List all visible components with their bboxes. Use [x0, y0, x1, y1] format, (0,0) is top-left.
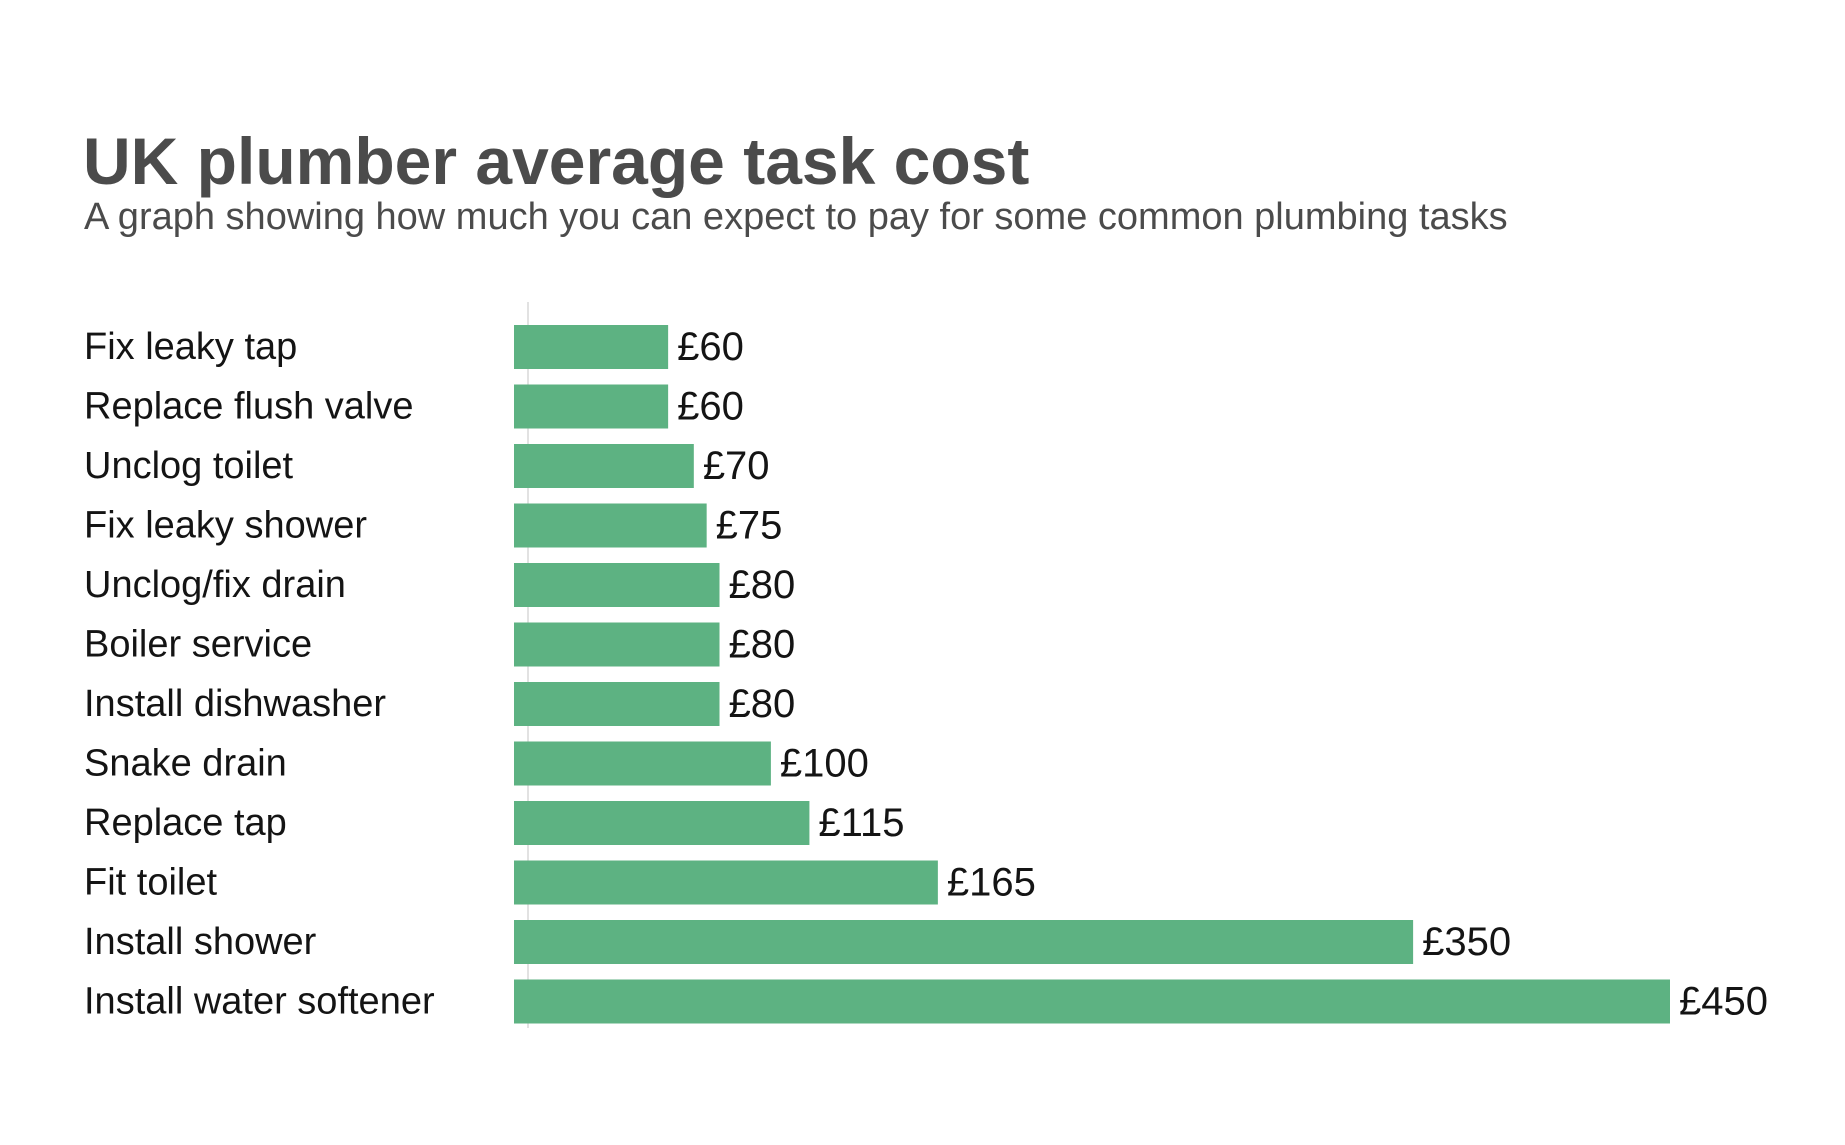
category-label: Boiler service	[84, 624, 312, 666]
category-label: Snake drain	[84, 743, 287, 785]
value-label: £60	[677, 385, 744, 429]
value-label: £450	[1679, 980, 1768, 1024]
value-label: £60	[677, 325, 744, 369]
value-label: £80	[729, 623, 796, 667]
bar	[514, 622, 720, 667]
bar	[514, 801, 810, 845]
bar	[514, 979, 1670, 1024]
value-label: £75	[716, 504, 783, 548]
category-label: Fit toilet	[84, 862, 217, 904]
bar	[514, 682, 720, 726]
bar	[514, 741, 771, 786]
value-label: £115	[818, 801, 904, 845]
value-label: £350	[1422, 920, 1511, 964]
category-label: Unclog/fix drain	[84, 564, 346, 606]
category-label: Install shower	[84, 921, 317, 963]
value-label: £80	[729, 563, 796, 607]
category-label: Replace tap	[84, 802, 287, 844]
value-label: £165	[947, 861, 1036, 905]
category-label: Fix leaky shower	[84, 505, 367, 547]
bar	[514, 920, 1414, 964]
category-label: Replace flush valve	[84, 386, 414, 428]
value-label: £80	[729, 682, 796, 726]
bar	[514, 860, 938, 905]
category-label: Unclog toilet	[84, 445, 294, 487]
bar	[514, 563, 720, 607]
category-label: Install dishwasher	[84, 683, 386, 725]
chart-title: UK plumber average task cost	[83, 124, 1030, 198]
bar	[514, 444, 694, 488]
chart-subtitle: A graph showing how much you can expect …	[84, 196, 1508, 238]
value-label: £100	[780, 742, 869, 786]
value-label: £70	[703, 444, 770, 488]
bar	[514, 503, 707, 548]
bar	[514, 384, 669, 429]
category-label: Fix leaky tap	[84, 326, 297, 368]
bar	[514, 325, 669, 369]
category-label: Install water softener	[84, 981, 435, 1023]
